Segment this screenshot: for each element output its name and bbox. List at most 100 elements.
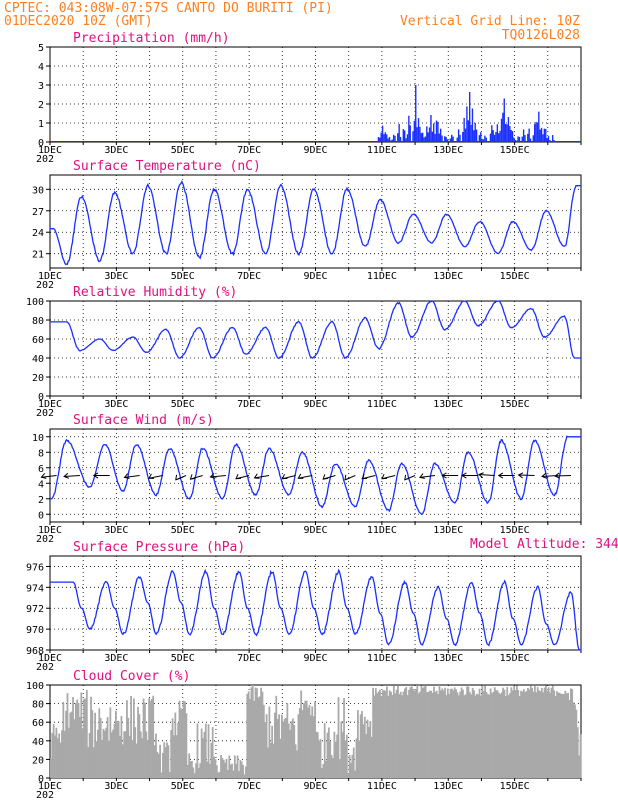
cloud-bar <box>509 693 511 778</box>
cloud-bar <box>275 695 278 778</box>
wind-ytick-label: 0 <box>38 510 44 521</box>
cloud-bar <box>287 723 290 778</box>
press-xtick-label: 7DEC <box>237 653 261 664</box>
precip-bar <box>433 123 435 142</box>
cloud-bar <box>406 695 409 778</box>
cloud-bar <box>221 757 224 778</box>
cloud-bar <box>438 685 441 778</box>
cloud-bar <box>528 689 531 778</box>
cloud-bar <box>155 733 157 778</box>
cloud-bar <box>215 765 218 778</box>
cloud-bar <box>330 754 333 778</box>
cloud-bar <box>322 764 325 778</box>
cloud-bar <box>538 690 540 778</box>
cloud-bar <box>163 742 166 778</box>
cloud-bar <box>251 685 254 778</box>
press-xtick-label: 1DEC <box>38 653 62 664</box>
precip-bar <box>408 115 410 142</box>
cloud-bar <box>344 740 347 778</box>
cloud-bar <box>405 687 408 778</box>
precip-bar <box>416 127 418 142</box>
precip-bar <box>500 118 503 142</box>
wind-xtick-label: 1DEC <box>38 525 62 536</box>
cloud-bar <box>242 765 244 778</box>
precip-bar <box>399 136 402 142</box>
wind-arrow <box>441 472 459 479</box>
press-xtick-label: 3DEC <box>104 653 128 664</box>
cloud-bar <box>282 721 285 778</box>
cloud-bar <box>365 734 368 778</box>
cloud-bar <box>345 734 348 778</box>
precip-bar <box>504 123 507 142</box>
press-xtick-label: 13DEC <box>433 653 463 664</box>
precip-bar <box>503 98 505 142</box>
cloud-bar <box>558 692 561 778</box>
precip-bar <box>405 138 407 142</box>
cloud-bar <box>79 717 81 778</box>
cloud-bar <box>416 685 419 778</box>
cloud-bar <box>149 700 152 778</box>
cloud-bar <box>478 688 481 778</box>
precip-bar <box>518 136 521 142</box>
cloud-bar <box>463 695 466 778</box>
precip-xtick-label: 7DEC <box>237 145 261 156</box>
cloud-bar <box>321 768 323 778</box>
press-xtick-label: 9DEC <box>303 653 327 664</box>
precip-bar <box>437 121 439 142</box>
cloud-bar <box>217 772 220 778</box>
cloud-bar <box>195 763 197 778</box>
temp-xtick-label: 1DEC <box>38 271 62 282</box>
cloud-bar <box>575 709 578 778</box>
cloud-bar <box>456 692 459 778</box>
cloud-bar <box>343 698 345 778</box>
cloud-bar <box>157 753 160 778</box>
cloud-bar <box>112 729 115 778</box>
precip-bar <box>491 125 493 142</box>
cloud-bar <box>276 719 279 778</box>
precip-bar <box>502 112 504 142</box>
precip-xtick-label: 5DEC <box>171 145 195 156</box>
cloud-bar <box>229 764 232 778</box>
cloud-bar <box>571 689 574 778</box>
rh-xtick-label: 11DEC <box>367 399 397 410</box>
cloud-bar <box>427 691 430 778</box>
cloud-bar <box>52 724 55 778</box>
cloud-bar <box>101 739 103 778</box>
cloud-bar <box>243 774 246 778</box>
cloud-bar <box>339 759 341 778</box>
cloud-bar <box>167 745 170 778</box>
cloud-bar <box>531 687 534 778</box>
precip-bar <box>386 134 388 142</box>
cloud-bar <box>162 752 164 778</box>
cloud-bar <box>495 690 498 778</box>
wind-xtick-label: 5DEC <box>171 525 195 536</box>
rh-ytick-label: 0 <box>38 392 44 403</box>
cloud-bar <box>408 689 410 778</box>
cloud-xtick-label: 9DEC <box>303 781 327 792</box>
cloud-bar <box>521 691 524 778</box>
cloud-bar <box>533 685 536 778</box>
cloud-bar <box>449 688 452 778</box>
precip-bar <box>509 126 511 142</box>
cloud-bar <box>114 710 117 778</box>
precip-xtick-label: 3DEC <box>104 145 128 156</box>
cloud-xtick-label: 11DEC <box>367 781 397 792</box>
precip-bar <box>540 127 543 142</box>
cloud-bar <box>126 700 128 778</box>
press-ytick-label: 972 <box>26 604 44 615</box>
cloud-bar <box>55 727 58 778</box>
cloud-bar <box>460 687 463 778</box>
precip-bar <box>426 126 428 142</box>
temp-xtick-label: 11DEC <box>367 271 397 282</box>
cloud-bar <box>540 687 543 778</box>
press-title: Surface Pressure (hPa) <box>73 540 245 555</box>
cloud-bar <box>500 692 503 778</box>
cloud-bar <box>116 720 119 778</box>
cloud-bar <box>279 738 282 778</box>
cloud-bar <box>84 698 87 778</box>
cloud-bar <box>220 754 222 778</box>
precip-bar <box>549 139 551 142</box>
wind-arrow <box>554 472 572 479</box>
cloud-bar <box>209 763 211 778</box>
precip-bar <box>383 134 385 142</box>
